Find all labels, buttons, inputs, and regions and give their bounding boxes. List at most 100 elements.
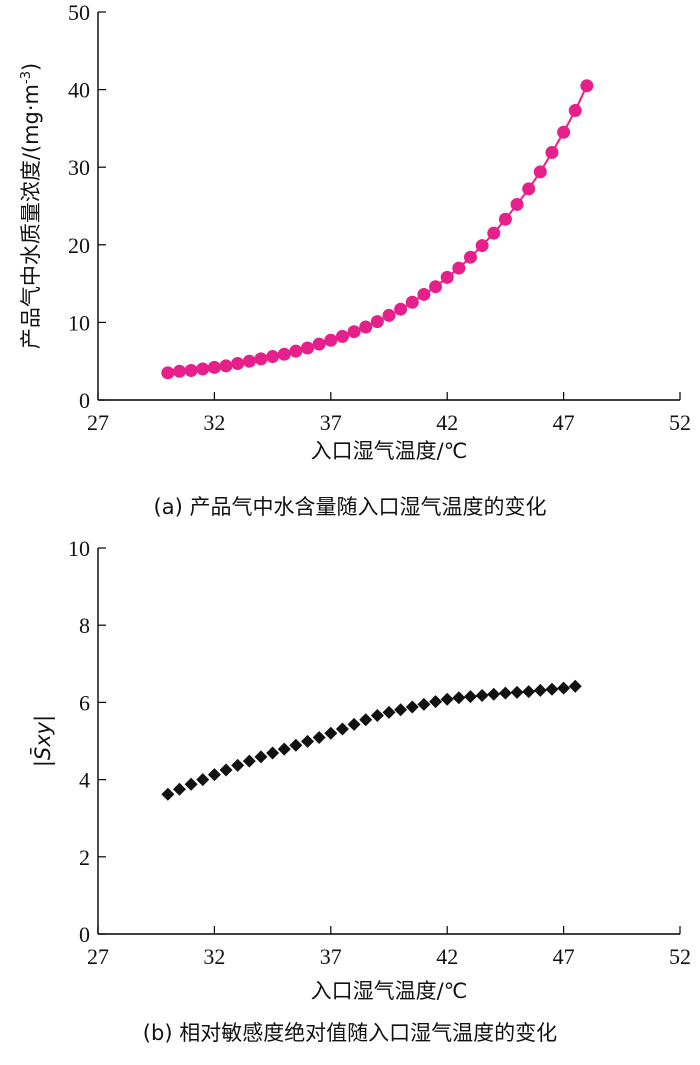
x-axis-title: 入口湿气温度/℃ (311, 979, 468, 1003)
x-tick-label: 32 (203, 410, 225, 435)
data-point (533, 683, 547, 697)
data-point (545, 682, 559, 696)
y-tick-label: 50 (68, 0, 90, 25)
data-point (324, 333, 338, 347)
data-point (335, 722, 349, 736)
data-point (184, 364, 198, 378)
data-point (242, 354, 256, 368)
data-point (161, 366, 175, 380)
data-point (324, 726, 338, 740)
y-tick-label: 8 (79, 613, 90, 638)
x-tick-label: 52 (669, 944, 691, 969)
data-point (522, 685, 536, 699)
data-point (394, 302, 408, 316)
data-point (557, 681, 571, 695)
y-tick-label: 30 (68, 155, 90, 180)
data-point (452, 691, 466, 705)
data-point (301, 734, 315, 748)
data-point (289, 344, 303, 358)
data-point (266, 746, 280, 760)
data-point (266, 350, 280, 364)
x-tick-label: 32 (203, 944, 225, 969)
data-point (475, 688, 489, 702)
data-point (533, 165, 547, 179)
data-point (277, 742, 291, 756)
data-point (382, 308, 396, 322)
series-line (167, 85, 588, 374)
figure-caption: (a) 产品气中水含量随入口湿气温度的变化 (154, 495, 547, 519)
data-point (231, 758, 245, 772)
data-point (510, 685, 524, 699)
data-point (370, 709, 384, 723)
data-point (475, 239, 489, 253)
x-axis-title: 入口湿气温度/℃ (311, 439, 468, 463)
data-point (312, 731, 326, 745)
y-tick-label: 10 (68, 536, 90, 561)
data-point (429, 280, 443, 294)
chart-a: 27 32 37 42 47 52 0 10 20 30 40 50 入口湿气温度/℃ 产品气中水质量浓度… (19, 0, 691, 519)
x-tick-label: 47 (553, 944, 575, 969)
data-point (417, 287, 431, 301)
data-point (347, 325, 361, 339)
data-point (347, 717, 361, 731)
y-tick-label: 4 (79, 768, 90, 793)
data-point (382, 705, 396, 719)
x-tick-label: 42 (436, 944, 458, 969)
data-point (580, 79, 594, 93)
data-point (487, 226, 501, 240)
data-point (370, 315, 384, 329)
x-tick-label: 47 (553, 410, 575, 435)
data-point (405, 700, 419, 714)
data-point (522, 182, 536, 196)
x-tick-label: 27 (87, 944, 109, 969)
data-point (196, 362, 210, 376)
data-point (184, 777, 198, 791)
data-point (440, 270, 454, 284)
data-point (405, 295, 419, 309)
figure-caption: (b) 相对敏感度绝对值随入口湿气温度的变化 (143, 1021, 557, 1045)
data-point (498, 212, 512, 226)
data-point (301, 341, 315, 355)
x-tick-label: 27 (87, 410, 109, 435)
data-point (254, 750, 268, 764)
data-point (545, 145, 559, 159)
y-axis-title: |S̄xy| (30, 715, 56, 767)
data-point (196, 773, 210, 787)
data-point (231, 357, 245, 371)
data-point (277, 347, 291, 361)
data-point (359, 713, 373, 727)
data-point (219, 359, 233, 373)
data-point (172, 782, 186, 796)
data-point (463, 690, 477, 704)
data-point (394, 703, 408, 717)
data-point (463, 250, 477, 264)
data-point (219, 763, 233, 777)
data-point (242, 754, 256, 768)
data-point (417, 697, 431, 711)
y-tick-label: 0 (79, 922, 90, 947)
y-tick-label: 0 (79, 388, 90, 413)
data-point (312, 337, 326, 351)
data-point (335, 329, 349, 343)
data-point (429, 695, 443, 709)
data-point (359, 320, 373, 334)
data-point (568, 104, 582, 118)
data-point (452, 261, 466, 275)
x-tick-label: 37 (320, 410, 342, 435)
data-point (207, 768, 221, 782)
y-tick-label: 10 (68, 310, 90, 335)
data-point (172, 364, 186, 378)
x-tick-label: 52 (669, 410, 691, 435)
y-axis-title-end: ) (19, 63, 43, 71)
data-point (498, 686, 512, 700)
data-point (568, 679, 582, 693)
y-axis-title-sup: -3 (19, 71, 34, 84)
data-point (487, 687, 501, 701)
y-tick-label: 40 (68, 78, 90, 103)
data-point (289, 738, 303, 752)
data-point (161, 787, 175, 801)
chart-b: 27 32 37 42 47 52 0 2 4 6 8 10 入口湿气温度/℃ |S̄xy| (b) 相对敏… (30, 536, 691, 1045)
x-tick-label: 37 (320, 944, 342, 969)
data-point (440, 692, 454, 706)
